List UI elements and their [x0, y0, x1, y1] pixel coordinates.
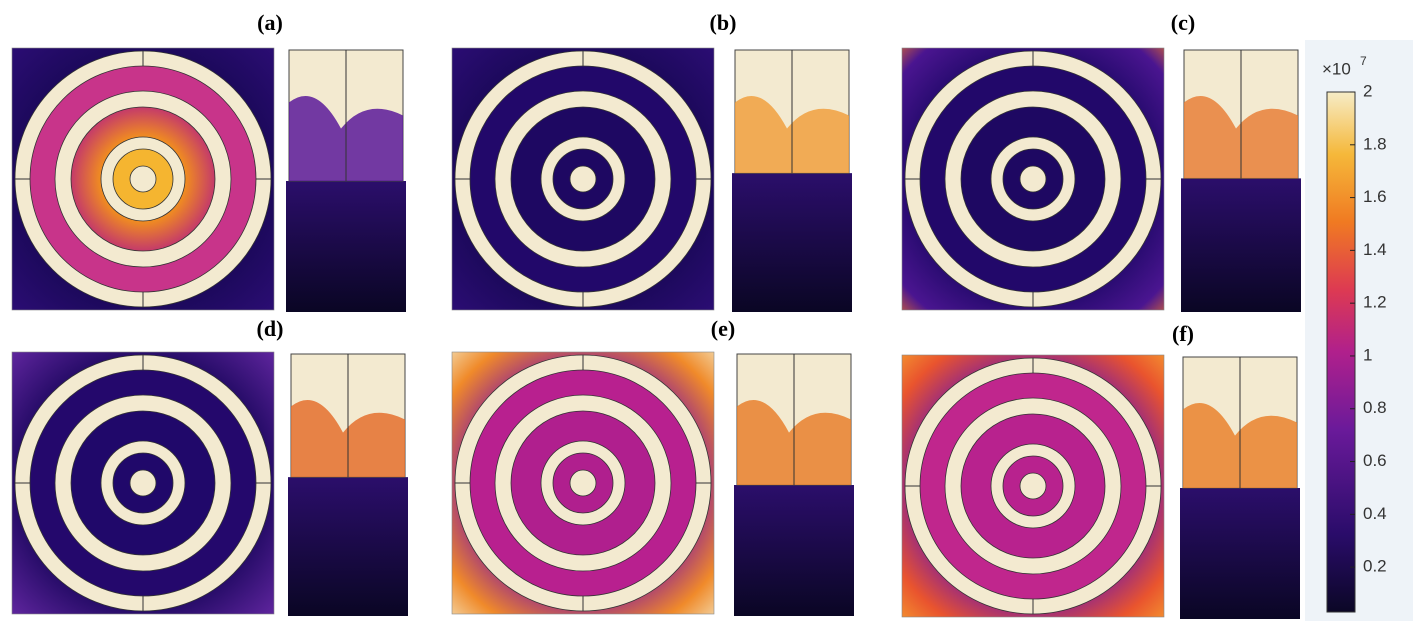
colorbar-tick-label: 0.6 [1363, 451, 1387, 470]
panel-label: (e) [711, 316, 735, 341]
colorbar-exponent: 7 [1360, 54, 1367, 68]
colorbar-tick-label: 0.4 [1363, 504, 1387, 523]
panel-label: (c) [1171, 10, 1195, 35]
colorbar-tick-label: 0.2 [1363, 557, 1387, 576]
core [1020, 473, 1046, 499]
colorbar-tick-label: 2 [1363, 81, 1372, 100]
colorbar-tick-label: 1 [1363, 345, 1372, 364]
core [130, 470, 156, 496]
side-bottom [1181, 178, 1301, 312]
panel-label: (b) [710, 10, 737, 35]
panel-label: (f) [1172, 321, 1194, 346]
colorbar-tick-label: 1.6 [1363, 187, 1387, 206]
colorbar [1327, 92, 1355, 612]
side-bottom [1180, 488, 1300, 619]
figure: (a) (b) (c) (d) (e) (f) 0.2 0.4 0.6 0.8 1 1.2 1.4 1.6… [0, 0, 1413, 621]
side-bottom [286, 181, 406, 312]
colorbar-tick-label: 0.8 [1363, 398, 1387, 417]
panel-label: (a) [257, 10, 283, 35]
side-bottom [288, 477, 408, 616]
panel: (a) [12, 10, 406, 312]
side-bottom [734, 485, 854, 616]
core [1020, 166, 1046, 192]
colorbar-panel [1305, 40, 1413, 621]
side-bottom [732, 173, 852, 312]
panel: (b) [452, 10, 852, 312]
colorbar-tick-label: 1.4 [1363, 240, 1387, 259]
colorbar-tick-label: 1.2 [1363, 293, 1387, 312]
panel: (e) [452, 316, 854, 616]
panel: (f) [902, 321, 1300, 619]
colorbar-tick-label: 1.8 [1363, 134, 1387, 153]
panel: (c) [902, 10, 1301, 312]
core [570, 470, 596, 496]
panel-label: (d) [257, 316, 284, 341]
core [570, 166, 596, 192]
core [130, 166, 156, 192]
panel: (d) [12, 316, 408, 616]
colorbar-multiplier: ×10 [1322, 59, 1351, 78]
